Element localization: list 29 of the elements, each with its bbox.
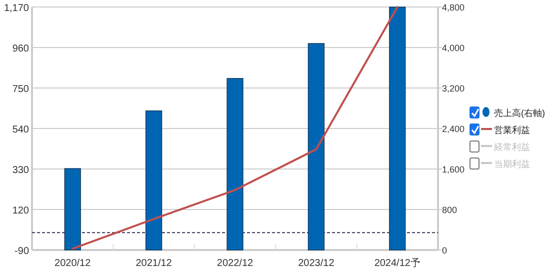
- bar: [146, 110, 162, 250]
- y-tick-label: 330: [12, 165, 30, 176]
- bar: [64, 168, 81, 250]
- legend-label: 売上高(右軸): [494, 108, 545, 118]
- y-tick-label: -90: [14, 246, 30, 257]
- y-tick-label: 960: [12, 44, 30, 54]
- y2-tick-label: 4,000: [442, 43, 465, 53]
- x-tick-label: 2022/12: [216, 258, 254, 269]
- y-tick-label: 1,170: [4, 3, 30, 14]
- y2-tick-label: 2,400: [442, 124, 465, 134]
- y2-tick-label: 0: [442, 246, 448, 256]
- legend-label: 当期利益: [494, 159, 530, 169]
- bar: [226, 78, 244, 250]
- bar: [389, 6, 406, 250]
- y-tick-label: 120: [12, 206, 30, 216]
- y2-tick-label: 800: [442, 205, 458, 215]
- line-series: [72, 6, 398, 250]
- y2-tick-label: 4,800: [442, 2, 465, 12]
- x-tick-label: 2024/12予: [374, 258, 420, 269]
- bar: [308, 43, 324, 250]
- x-tick-label: 2021/12: [136, 258, 172, 269]
- x-tick-label: 2023/12: [298, 258, 335, 269]
- legend-label: 経常利益: [493, 142, 530, 152]
- y2-tick-label: 1,600: [442, 164, 465, 174]
- y2-tick-label: 3,200: [442, 84, 465, 94]
- y-tick-label: 750: [12, 84, 30, 95]
- legend-label: 営業利益: [494, 125, 530, 135]
- x-tick-label: 2020/12: [54, 258, 92, 269]
- y-tick-label: 540: [12, 124, 30, 136]
